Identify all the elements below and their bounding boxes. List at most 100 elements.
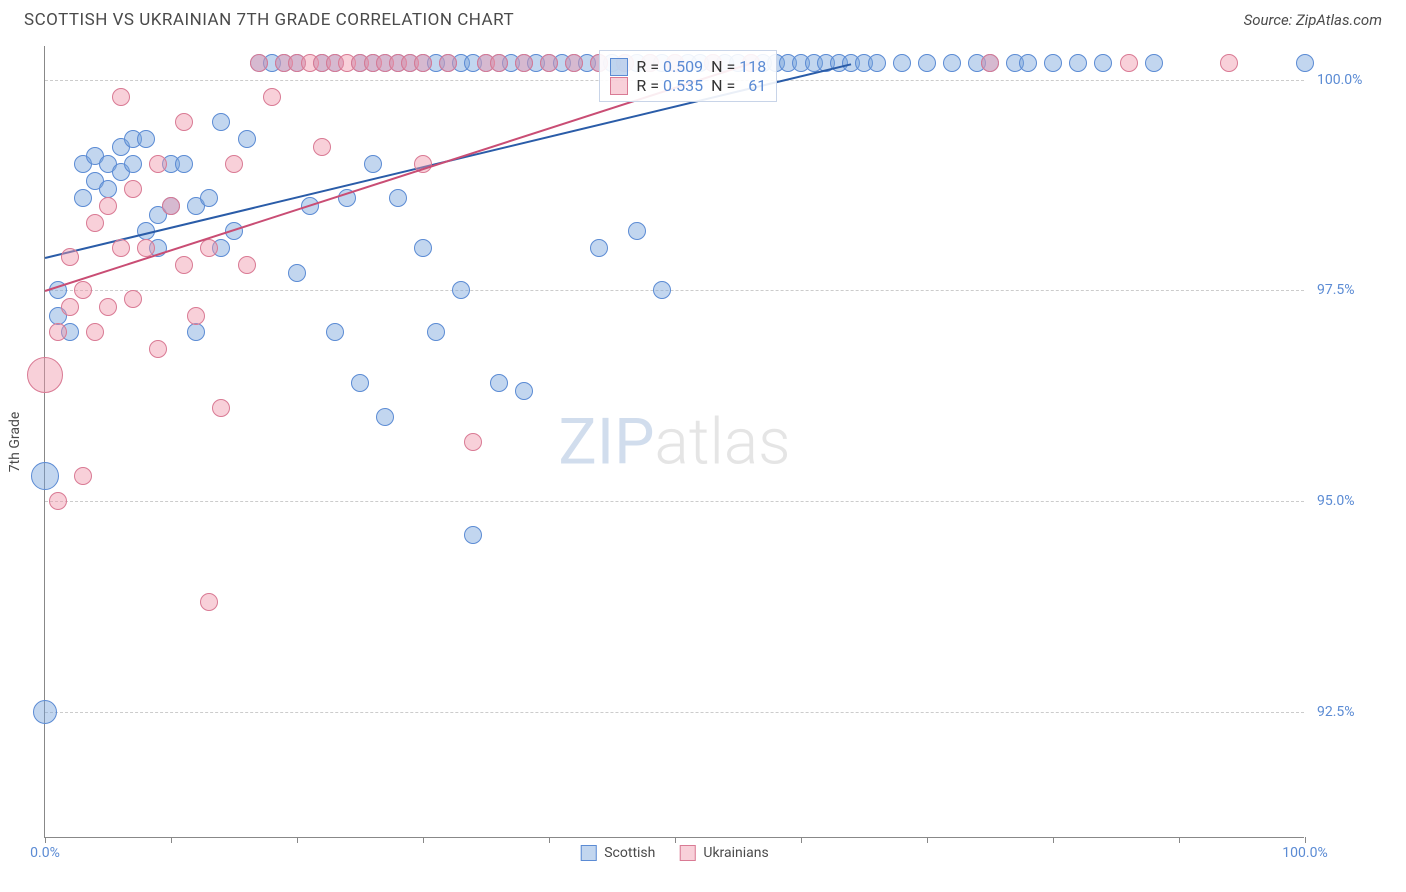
- gridline: [45, 501, 1304, 502]
- data-point: [31, 462, 59, 490]
- data-point: [326, 323, 344, 341]
- data-point: [490, 54, 508, 72]
- x-tick-label: 100.0%: [1282, 845, 1327, 861]
- data-point: [1145, 54, 1163, 72]
- x-tick: [297, 837, 298, 843]
- data-point: [565, 54, 583, 72]
- data-point: [200, 189, 218, 207]
- data-point: [943, 54, 961, 72]
- y-tick-label: 100.0%: [1317, 72, 1362, 88]
- data-point: [981, 54, 999, 72]
- x-tick: [675, 837, 676, 843]
- stats-text: R = 0.509 N = 118: [636, 57, 766, 76]
- chart-container: 7th Grade ZIPatlas Scottish Ukrainians 9…: [44, 46, 1384, 838]
- data-point: [74, 189, 92, 207]
- swatch-icon: [580, 845, 596, 861]
- x-tick: [45, 837, 46, 843]
- x-tick: [423, 837, 424, 843]
- data-point: [313, 138, 331, 156]
- data-point: [61, 248, 79, 266]
- data-point: [27, 357, 63, 393]
- x-tick: [1053, 837, 1054, 843]
- data-point: [175, 155, 193, 173]
- data-point: [414, 239, 432, 257]
- data-point: [653, 281, 671, 299]
- data-point: [124, 155, 142, 173]
- data-point: [439, 54, 457, 72]
- x-tick-label: 0.0%: [30, 845, 60, 861]
- data-point: [1044, 54, 1062, 72]
- data-point: [427, 323, 445, 341]
- data-point: [200, 593, 218, 611]
- data-point: [74, 467, 92, 485]
- data-point: [515, 382, 533, 400]
- data-point: [464, 526, 482, 544]
- x-tick: [549, 837, 550, 843]
- data-point: [49, 323, 67, 341]
- data-point: [263, 88, 281, 106]
- data-point: [515, 54, 533, 72]
- data-point: [918, 54, 936, 72]
- data-point: [490, 374, 508, 392]
- data-point: [86, 214, 104, 232]
- data-point: [124, 180, 142, 198]
- legend-item-ukrainians: Ukrainians: [679, 845, 768, 861]
- data-point: [1019, 54, 1037, 72]
- y-axis-label: 7th Grade: [7, 411, 23, 472]
- data-point: [99, 180, 117, 198]
- x-tick: [171, 837, 172, 843]
- legend-item-scottish: Scottish: [580, 845, 655, 861]
- data-point: [187, 307, 205, 325]
- data-point: [33, 700, 57, 724]
- chart-title: SCOTTISH VS UKRAINIAN 7TH GRADE CORRELAT…: [24, 10, 514, 30]
- data-point: [590, 239, 608, 257]
- plot-area: 7th Grade ZIPatlas Scottish Ukrainians 9…: [44, 46, 1304, 838]
- data-point: [452, 281, 470, 299]
- data-point: [99, 298, 117, 316]
- data-point: [212, 113, 230, 131]
- data-point: [351, 374, 369, 392]
- data-point: [1220, 54, 1238, 72]
- y-tick-label: 92.5%: [1317, 704, 1355, 720]
- data-point: [175, 113, 193, 131]
- data-point: [49, 492, 67, 510]
- gridline: [45, 290, 1304, 291]
- data-point: [86, 323, 104, 341]
- x-tick: [927, 837, 928, 843]
- data-point: [288, 264, 306, 282]
- data-point: [137, 130, 155, 148]
- data-point: [1120, 54, 1138, 72]
- data-point: [99, 197, 117, 215]
- data-point: [238, 256, 256, 274]
- legend-label: Ukrainians: [703, 845, 768, 861]
- data-point: [149, 155, 167, 173]
- data-point: [1094, 54, 1112, 72]
- data-point: [628, 222, 646, 240]
- x-tick: [1305, 837, 1306, 843]
- data-point: [200, 239, 218, 257]
- data-point: [364, 155, 382, 173]
- data-point: [868, 54, 886, 72]
- data-point: [893, 54, 911, 72]
- stats-row: R = 0.509 N = 118: [610, 57, 766, 76]
- data-point: [149, 340, 167, 358]
- data-point: [74, 281, 92, 299]
- data-point: [1069, 54, 1087, 72]
- data-point: [212, 399, 230, 417]
- data-point: [238, 130, 256, 148]
- data-point: [61, 298, 79, 316]
- data-point: [376, 408, 394, 426]
- watermark: ZIPatlas: [558, 404, 790, 479]
- data-point: [1296, 54, 1314, 72]
- swatch-icon: [610, 77, 628, 95]
- swatch-icon: [679, 845, 695, 861]
- data-point: [112, 239, 130, 257]
- data-point: [540, 54, 558, 72]
- stats-legend: R = 0.509 N = 118R = 0.535 N = 61: [599, 50, 777, 102]
- stats-text: R = 0.535 N = 61: [636, 76, 766, 95]
- x-tick: [1179, 837, 1180, 843]
- series-legend: Scottish Ukrainians: [580, 845, 769, 861]
- data-point: [225, 155, 243, 173]
- y-tick-label: 97.5%: [1317, 282, 1355, 298]
- data-point: [414, 54, 432, 72]
